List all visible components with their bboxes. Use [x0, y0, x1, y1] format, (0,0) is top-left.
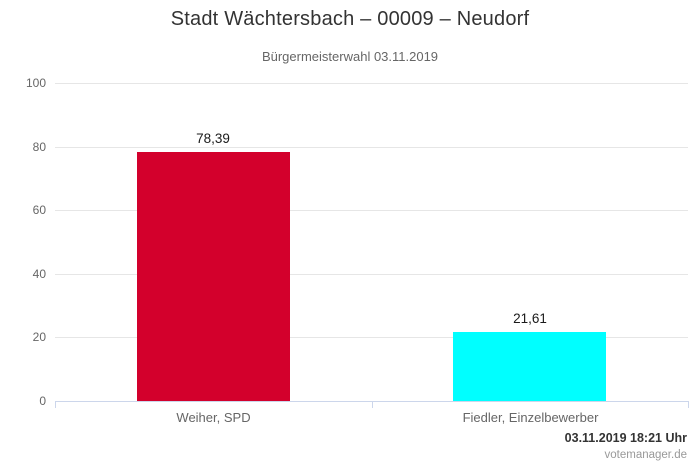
bar-value-label: 21,61 — [513, 311, 547, 326]
category-label-weiher-spd: Weiher, SPD — [176, 410, 251, 425]
chart-title: Stadt Wächtersbach – 00009 – Neudorf — [170, 8, 530, 30]
x-axis-tick — [372, 402, 373, 408]
y-gridline — [55, 337, 688, 338]
y-gridline — [55, 83, 688, 84]
bar-fiedler-einzelbewerber[interactable] — [453, 332, 606, 401]
y-gridline — [55, 274, 688, 275]
result-timestamp: 03.11.2019 18:21 Uhr — [564, 431, 687, 445]
bar-value-label: 78,39 — [196, 131, 230, 146]
y-axis-tick-label: 40 — [32, 267, 46, 281]
y-axis-tick-label: 60 — [32, 203, 46, 217]
bar-weiher-spd[interactable] — [137, 152, 290, 401]
y-axis-tick-label: 100 — [25, 76, 46, 90]
y-gridline — [55, 210, 688, 211]
y-axis-tick-label: 0 — [39, 394, 46, 408]
category-label-fiedler-einzelbewerber: Fiedler, Einzelbewerber — [462, 410, 599, 425]
x-axis-tick — [688, 402, 689, 408]
chart-subtitle: Bürgermeisterwahl 03.11.2019 — [261, 49, 439, 64]
votemanager-credits-link[interactable]: votemanager.de — [604, 449, 687, 461]
x-axis-line — [55, 401, 689, 402]
y-gridline — [55, 147, 688, 148]
x-axis-tick — [55, 402, 56, 408]
y-axis-tick-label: 80 — [32, 140, 46, 154]
y-axis-tick-label: 20 — [32, 330, 46, 344]
